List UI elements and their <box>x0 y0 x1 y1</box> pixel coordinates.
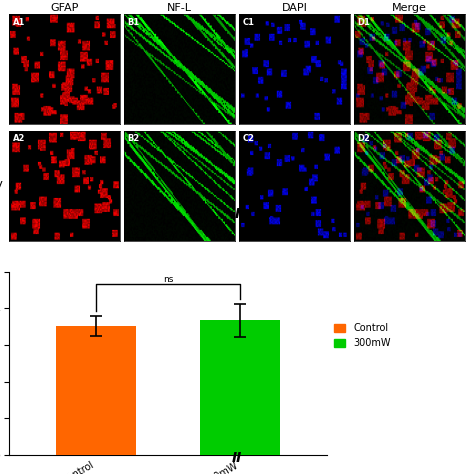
Text: B1: B1 <box>128 18 140 27</box>
Text: I: I <box>235 207 239 221</box>
Title: DAPI: DAPI <box>282 3 307 13</box>
Text: A2: A2 <box>13 134 25 143</box>
Text: II: II <box>232 450 242 465</box>
Legend: Control, 300mW: Control, 300mW <box>330 319 394 352</box>
Title: GFAP: GFAP <box>51 3 79 13</box>
Bar <box>56 326 136 455</box>
Y-axis label: V: V <box>0 181 2 191</box>
Text: C2: C2 <box>243 134 255 143</box>
Text: D1: D1 <box>357 18 370 27</box>
Title: Merge: Merge <box>392 3 427 13</box>
Text: ns: ns <box>163 275 173 284</box>
Text: D2: D2 <box>357 134 370 143</box>
Text: B2: B2 <box>128 134 140 143</box>
Text: A1: A1 <box>13 18 25 27</box>
Text: C1: C1 <box>243 18 255 27</box>
Bar <box>201 320 280 455</box>
Title: NF-L: NF-L <box>167 3 192 13</box>
